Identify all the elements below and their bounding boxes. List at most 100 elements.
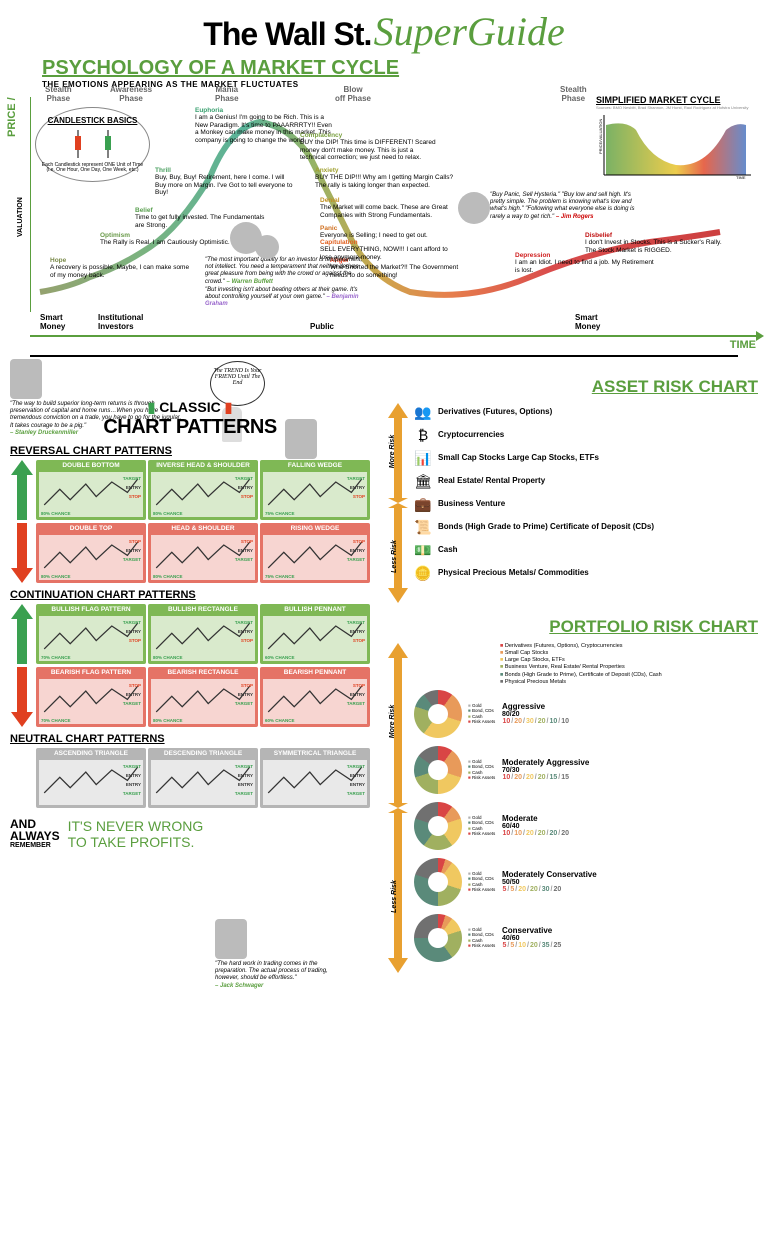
emotion-optimism: OptimismThe Rally is Real. I am Cautious…	[100, 232, 230, 247]
pattern-group-title: CONTINUATION CHART PATTERNS	[10, 589, 370, 601]
emotion-thrill: ThrillBuy, Buy, Buy! Retirement, here I …	[155, 167, 295, 197]
lower-section: "The way to build superior long-term ret…	[0, 359, 768, 1239]
pattern-card: HEAD & SHOULDERSTOPENTRYTARGET80% CHANCE	[148, 523, 258, 583]
classic-header: ▮ CLASSIC ▮ CHART PATTERNS	[10, 399, 370, 439]
person-face	[215, 919, 247, 959]
time-axis	[30, 335, 758, 337]
donut-chart	[414, 802, 462, 850]
pattern-group-title: REVERSAL CHART PATTERNS	[10, 445, 370, 457]
y-axis-valuation: VALUATION	[17, 197, 24, 237]
asset-risk-title: ASSET RISK CHART	[388, 377, 758, 397]
pattern-row: BEARISH FLAG PATTERNSTOPENTRYTARGET70% C…	[10, 667, 370, 727]
y-axis-price: PRICE /	[6, 97, 18, 137]
direction-arrow-icon	[10, 748, 34, 808]
donut-chart	[414, 690, 462, 738]
header-script: SuperGuide	[374, 9, 565, 54]
emotion-hope: HopeA recovery is possible. Maybe, I can…	[50, 257, 190, 279]
asset-item: 👥Derivatives (Futures, Options)	[414, 403, 758, 421]
donut-legend: GoldBond, CDsCashRisk Assets	[468, 759, 496, 781]
investor-type: Public	[310, 322, 334, 331]
asset-icon: 🪙	[414, 564, 432, 582]
direction-arrow-icon	[10, 667, 34, 727]
investor-type: SmartMoney	[40, 313, 65, 331]
pattern-row: DOUBLE BOTTOMTARGETENTRYSTOP80% CHANCEIN…	[10, 460, 370, 520]
pattern-card: BULLISH PENNANTTARGETENTRYSTOP60% CHANCE	[260, 604, 370, 664]
closing-line: AND ALWAYS REMEMBER IT'S NEVER WRONG TO …	[10, 818, 370, 850]
donut-chart	[414, 914, 462, 962]
pattern-row: DOUBLE TOPSTOPENTRYTARGET80% CHANCEHEAD …	[10, 523, 370, 583]
portfolio-item: GoldBond, CDsCashRisk AssetsAggressive80…	[414, 690, 758, 738]
asset-item: 📜Bonds (High Grade to Prime) Certificate…	[414, 518, 758, 536]
svg-text:TIME: TIME	[736, 175, 746, 180]
portfolio-item: GoldBond, CDsCashRisk AssetsConservative…	[414, 914, 758, 962]
direction-arrow-icon	[10, 460, 34, 520]
divider	[30, 355, 738, 357]
header: The Wall St. SuperGuide	[0, 0, 768, 57]
portfolio-risk-arrow: More Risk Less Risk	[388, 643, 408, 973]
asset-item: 🏛Real Estate/ Rental Property	[414, 472, 758, 490]
header-main: The Wall St.	[203, 16, 371, 52]
emotion-denial: DenialThe Market will come back. These a…	[320, 197, 460, 219]
asset-icon: 🏛	[414, 472, 432, 490]
portfolio-risk-title: PORTFOLIO RISK CHART	[388, 617, 758, 637]
donut-chart	[414, 858, 462, 906]
patterns-column: ▮ CLASSIC ▮ CHART PATTERNS REVERSAL CHAR…	[10, 377, 370, 850]
pattern-card: BEARISH PENNANTSTOPENTRYTARGET60% CHANCE	[260, 667, 370, 727]
quote: "The most important quality for an inves…	[205, 257, 365, 286]
investor-type: InstitutionalInvestors	[98, 313, 143, 331]
asset-icon: 📊	[414, 449, 432, 467]
pattern-card: BEARISH FLAG PATTERNSTOPENTRYTARGET70% C…	[36, 667, 146, 727]
donut-legend: GoldBond, CDsCashRisk Assets	[468, 815, 496, 837]
psychology-section: PSYCHOLOGY OF A MARKET CYCLE THE EMOTION…	[0, 57, 768, 337]
donut-legend: GoldBond, CDsCashRisk Assets	[468, 927, 496, 949]
investor-type: SmartMoney	[575, 313, 600, 331]
risk-column: ASSET RISK CHART More Risk Less Risk 👥De…	[388, 377, 758, 973]
donut-legend: GoldBond, CDsCashRisk Assets	[468, 703, 496, 725]
asset-item: 🪙Physical Precious Metals/ Commodities	[414, 564, 758, 582]
pattern-card: INVERSE HEAD & SHOULDERTARGETENTRYSTOP80…	[148, 460, 258, 520]
asset-item: 💵Cash	[414, 541, 758, 559]
pattern-card: BEARISH RECTANGLESTOPENTRYTARGET80% CHAN…	[148, 667, 258, 727]
asset-icon: 👥	[414, 403, 432, 421]
asset-icon: 💵	[414, 541, 432, 559]
asset-item: ₿Cryptocurrencies	[414, 426, 758, 444]
emotion-anxiety: AnxietyBUY THE DIP!!! Why am I getting M…	[315, 167, 455, 189]
pattern-row: BULLISH FLAG PATTERNTARGETENTRYSTOP70% C…	[10, 604, 370, 664]
quote: "The hard work in trading comes in the p…	[215, 919, 335, 990]
emotion-panic: PanicEveryone is Selling; I need to get …	[320, 225, 428, 240]
pattern-row: ASCENDING TRIANGLETARGETENTRYENTRYTARGET…	[10, 748, 370, 808]
rogers-face	[458, 192, 490, 224]
portfolio-item: GoldBond, CDsCashRisk AssetsModerately C…	[414, 858, 758, 906]
donut-chart	[414, 746, 462, 794]
pattern-card: ASCENDING TRIANGLETARGETENTRYENTRYTARGET	[36, 748, 146, 808]
pattern-card: DOUBLE BOTTOMTARGETENTRYSTOP80% CHANCE	[36, 460, 146, 520]
graham-face	[255, 235, 279, 259]
time-label: TIME	[730, 339, 756, 351]
pattern-card: BULLISH FLAG PATTERNTARGETENTRYSTOP70% C…	[36, 604, 146, 664]
asset-risk-arrow: More Risk Less Risk	[388, 403, 408, 603]
pattern-card: BULLISH RECTANGLETARGETENTRYSTOP80% CHAN…	[148, 604, 258, 664]
pattern-card: FALLING WEDGETARGETENTRYSTOP75% CHANCE	[260, 460, 370, 520]
direction-arrow-icon	[10, 604, 34, 664]
pattern-card: DESCENDING TRIANGLETARGETENTRYENTRYTARGE…	[148, 748, 258, 808]
pattern-card: SYMMETRICAL TRIANGLETARGETENTRYENTRYTARG…	[260, 748, 370, 808]
pattern-card: DOUBLE TOPSTOPENTRYTARGET80% CHANCE	[36, 523, 146, 583]
emotion-disbelief: DisbeliefI don't Invest in Stocks. This …	[585, 232, 725, 254]
emotion-depression: DepressionI am an Idiot. I need to find …	[515, 252, 655, 274]
asset-item: 💼Business Venture	[414, 495, 758, 513]
asset-icon: 📜	[414, 518, 432, 536]
portfolio-item: GoldBond, CDsCashRisk AssetsModerate60/4…	[414, 802, 758, 850]
emotion-complacency: ComplacencyBUY the DIP! This time is DIF…	[300, 132, 440, 162]
asset-icon: 💼	[414, 495, 432, 513]
portfolio-item: GoldBond, CDsCashRisk AssetsModerately A…	[414, 746, 758, 794]
donut-legend: GoldBond, CDsCashRisk Assets	[468, 871, 496, 893]
asset-icon: ₿	[414, 426, 432, 444]
quote: "But investing isn't about beating other…	[205, 287, 365, 309]
asset-item: 📊Small Cap Stocks Large Cap Stocks, ETFs	[414, 449, 758, 467]
direction-arrow-icon	[10, 523, 34, 583]
portfolio-legend: Derivatives (Futures, Options), Cryptocu…	[500, 643, 758, 686]
psych-title: PSYCHOLOGY OF A MARKET CYCLE	[42, 57, 758, 80]
quote: "Buy Panic, Sell Hysteria." "Buy low and…	[490, 192, 645, 221]
pattern-card: RISING WEDGESTOPENTRYTARGET75% CHANCE	[260, 523, 370, 583]
pattern-group-title: NEUTRAL CHART PATTERNS	[10, 733, 370, 745]
